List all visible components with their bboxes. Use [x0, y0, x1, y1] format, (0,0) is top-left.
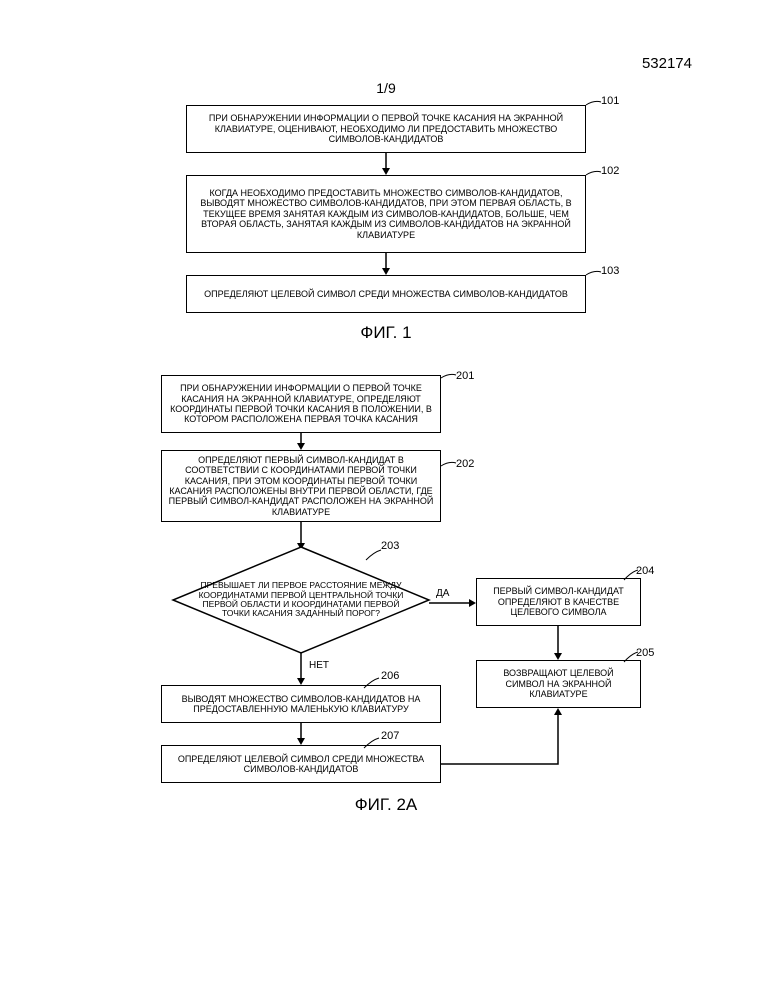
figure-2a: ПРИ ОБНАРУЖЕНИИ ИНФОРМАЦИИ О ПЕРВОЙ ТОЧК… — [116, 370, 656, 930]
box-205: ВОЗВРАЩАЮТ ЦЕЛЕВОЙ СИМВОЛ НА ЭКРАННОЙ КЛ… — [476, 660, 641, 708]
fig1-label: ФИГ. 1 — [360, 323, 411, 343]
box-101: ПРИ ОБНАРУЖЕНИИ ИНФОРМАЦИИ О ПЕРВОЙ ТОЧК… — [186, 105, 586, 153]
leader-201 — [441, 373, 461, 383]
box-206-text: ВЫВОДЯТ МНОЖЕСТВО СИМВОЛОВ-КАНДИДАТОВ НА… — [168, 694, 434, 715]
arrow-203-204 — [429, 598, 476, 608]
box-201-text: ПРИ ОБНАРУЖЕНИИ ИНФОРМАЦИИ О ПЕРВОЙ ТОЧК… — [168, 383, 434, 424]
leader-205 — [624, 652, 642, 664]
doc-number: 532174 — [642, 55, 692, 72]
leader-207 — [364, 738, 384, 750]
leader-102 — [586, 170, 606, 180]
arrow-206-207 — [296, 723, 306, 745]
arrow-101-102 — [381, 153, 391, 175]
arrow-204-205 — [553, 626, 563, 660]
box-207-text: ОПРЕДЕЛЯЮТ ЦЕЛЕВОЙ СИМВОЛ СРЕДИ МНОЖЕСТВ… — [168, 754, 434, 775]
fig2a-label: ФИГ. 2А — [355, 795, 418, 815]
box-101-text: ПРИ ОБНАРУЖЕНИИ ИНФОРМАЦИИ О ПЕРВОЙ ТОЧК… — [193, 113, 579, 144]
leader-101 — [586, 100, 606, 110]
leader-103 — [586, 270, 606, 280]
no-label: НЕТ — [309, 660, 329, 671]
box-102: КОГДА НЕОБХОДИМО ПРЕДОСТАВИТЬ МНОЖЕСТВО … — [186, 175, 586, 253]
box-204-text: ПЕРВЫЙ СИМВОЛ-КАНДИДАТ ОПРЕДЕЛЯЮТ В КАЧЕ… — [483, 586, 634, 617]
box-202-text: ОПРЕДЕЛЯЮТ ПЕРВЫЙ СИМВОЛ-КАНДИДАТ В СООТ… — [168, 455, 434, 517]
diamond-203-text-span: ПРЕВЫШАЕТ ЛИ ПЕРВОЕ РАССТОЯНИЕ МЕЖДУ КОО… — [196, 581, 406, 618]
leader-206 — [364, 678, 384, 690]
leader-202 — [441, 461, 461, 471]
arrow-203-206 — [296, 653, 306, 685]
box-103: ОПРЕДЕЛЯЮТ ЦЕЛЕВОЙ СИМВОЛ СРЕДИ МНОЖЕСТВ… — [186, 275, 586, 313]
box-102-text: КОГДА НЕОБХОДИМО ПРЕДОСТАВИТЬ МНОЖЕСТВО … — [193, 188, 579, 240]
arrow-207-205 — [441, 708, 563, 768]
box-103-text: ОПРЕДЕЛЯЮТ ЦЕЛЕВОЙ СИМВОЛ СРЕДИ МНОЖЕСТВ… — [204, 289, 568, 299]
box-204: ПЕРВЫЙ СИМВОЛ-КАНДИДАТ ОПРЕДЕЛЯЮТ В КАЧЕ… — [476, 578, 641, 626]
leader-204 — [624, 570, 642, 582]
diamond-203-text: ПРЕВЫШАЕТ ЛИ ПЕРВОЕ РАССТОЯНИЕ МЕЖДУ КОО… — [196, 558, 406, 642]
leader-203 — [366, 550, 386, 562]
box-207: ОПРЕДЕЛЯЮТ ЦЕЛЕВОЙ СИМВОЛ СРЕДИ МНОЖЕСТВ… — [161, 745, 441, 783]
box-206: ВЫВОДЯТ МНОЖЕСТВО СИМВОЛОВ-КАНДИДАТОВ НА… — [161, 685, 441, 723]
box-201: ПРИ ОБНАРУЖЕНИИ ИНФОРМАЦИИ О ПЕРВОЙ ТОЧК… — [161, 375, 441, 433]
arrow-102-103 — [381, 253, 391, 275]
figure-1: ПРИ ОБНАРУЖЕНИИ ИНФОРМАЦИИ О ПЕРВОЙ ТОЧК… — [151, 95, 621, 370]
page-fraction: 1/9 — [376, 80, 395, 96]
box-202: ОПРЕДЕЛЯЮТ ПЕРВЫЙ СИМВОЛ-КАНДИДАТ В СООТ… — [161, 450, 441, 522]
arrow-201-202 — [296, 433, 306, 450]
box-205-text: ВОЗВРАЩАЮТ ЦЕЛЕВОЙ СИМВОЛ НА ЭКРАННОЙ КЛ… — [483, 668, 634, 699]
